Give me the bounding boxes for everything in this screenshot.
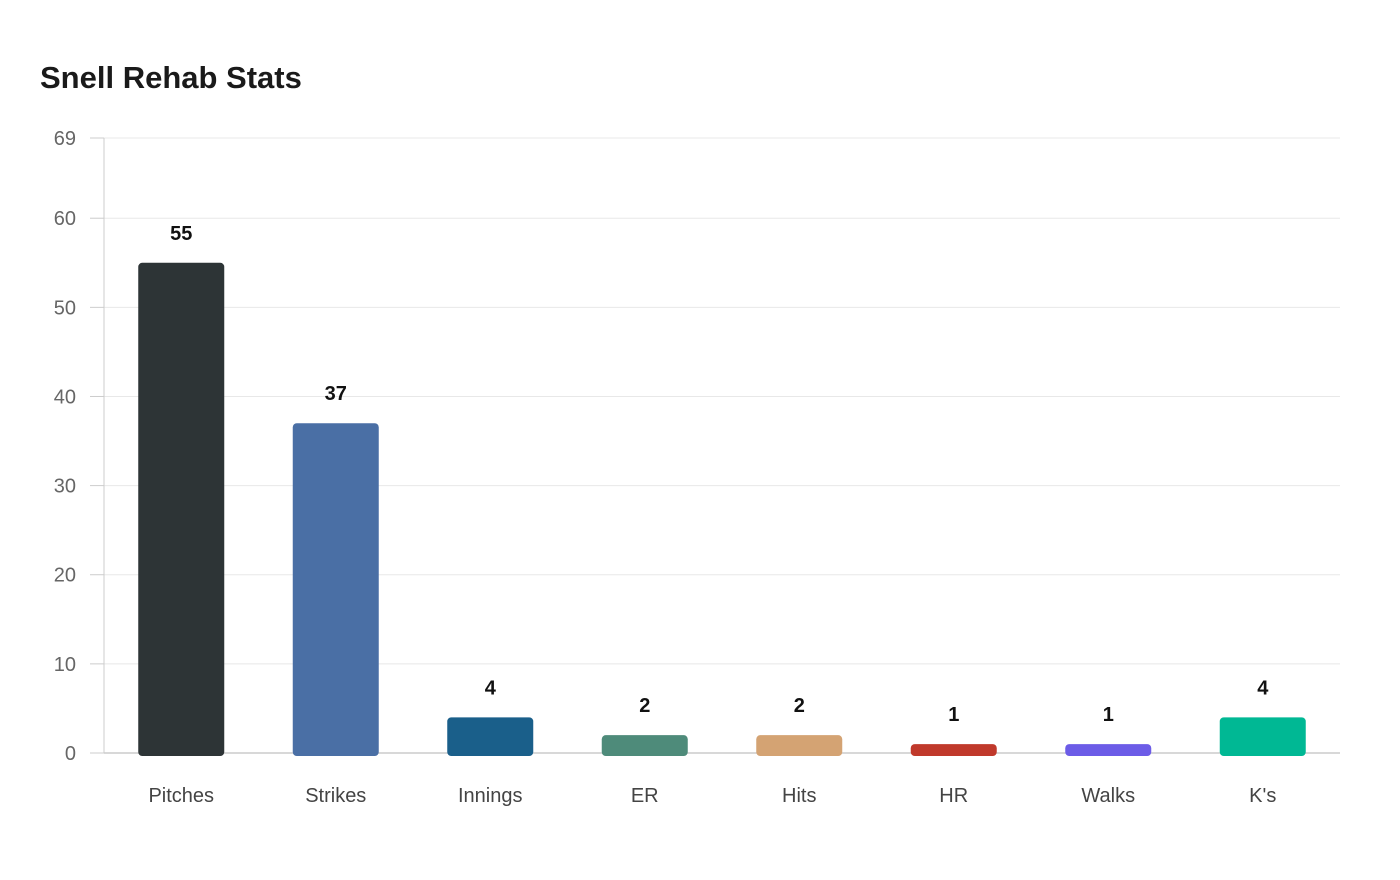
value-label: 37 <box>325 383 347 405</box>
value-label: 2 <box>794 695 805 717</box>
bar-er <box>601 735 688 756</box>
x-axis-labels: Pitches Strikes Innings ER Hits HR Walks K's <box>148 785 1276 807</box>
value-label: 1 <box>1103 704 1114 726</box>
value-label: 2 <box>639 695 650 717</box>
x-tick-label: Strikes <box>305 785 366 807</box>
bar-pitches <box>138 262 225 756</box>
x-tick-label: HR <box>939 785 968 807</box>
bar-walks <box>1065 744 1152 756</box>
value-labels: 55 37 4 2 2 1 1 4 <box>170 223 1269 726</box>
chart-title: Snell Rehab Stats <box>40 60 302 95</box>
bar-hr <box>910 744 997 756</box>
x-tick-label: Pitches <box>148 785 214 807</box>
bar-strikes <box>292 423 379 756</box>
x-tick-label: Innings <box>458 785 523 807</box>
bar-hits <box>756 735 843 756</box>
value-label: 1 <box>948 704 959 726</box>
value-label: 4 <box>485 677 497 699</box>
y-tick-label: 10 <box>54 654 76 676</box>
y-tick-label: 30 <box>54 476 76 498</box>
y-tick-label: 69 <box>54 128 76 150</box>
y-tick-label: 60 <box>54 208 76 230</box>
y-tick-label: 20 <box>54 565 76 587</box>
y-tick-label: 40 <box>54 386 76 408</box>
y-axis-ticks: 0 10 20 30 40 50 60 69 <box>54 128 104 765</box>
bar-innings <box>447 717 534 756</box>
y-tick-label: 0 <box>65 743 76 765</box>
x-tick-label: ER <box>631 785 659 807</box>
bars <box>138 262 1306 756</box>
value-label: 55 <box>170 223 192 245</box>
grid-lines <box>104 137 1340 665</box>
x-tick-label: K's <box>1249 785 1276 807</box>
x-tick-label: Walks <box>1081 785 1135 807</box>
bar-k-s <box>1219 717 1306 756</box>
value-label: 4 <box>1257 677 1269 699</box>
x-tick-label: Hits <box>782 785 816 807</box>
y-tick-label: 50 <box>54 297 76 319</box>
